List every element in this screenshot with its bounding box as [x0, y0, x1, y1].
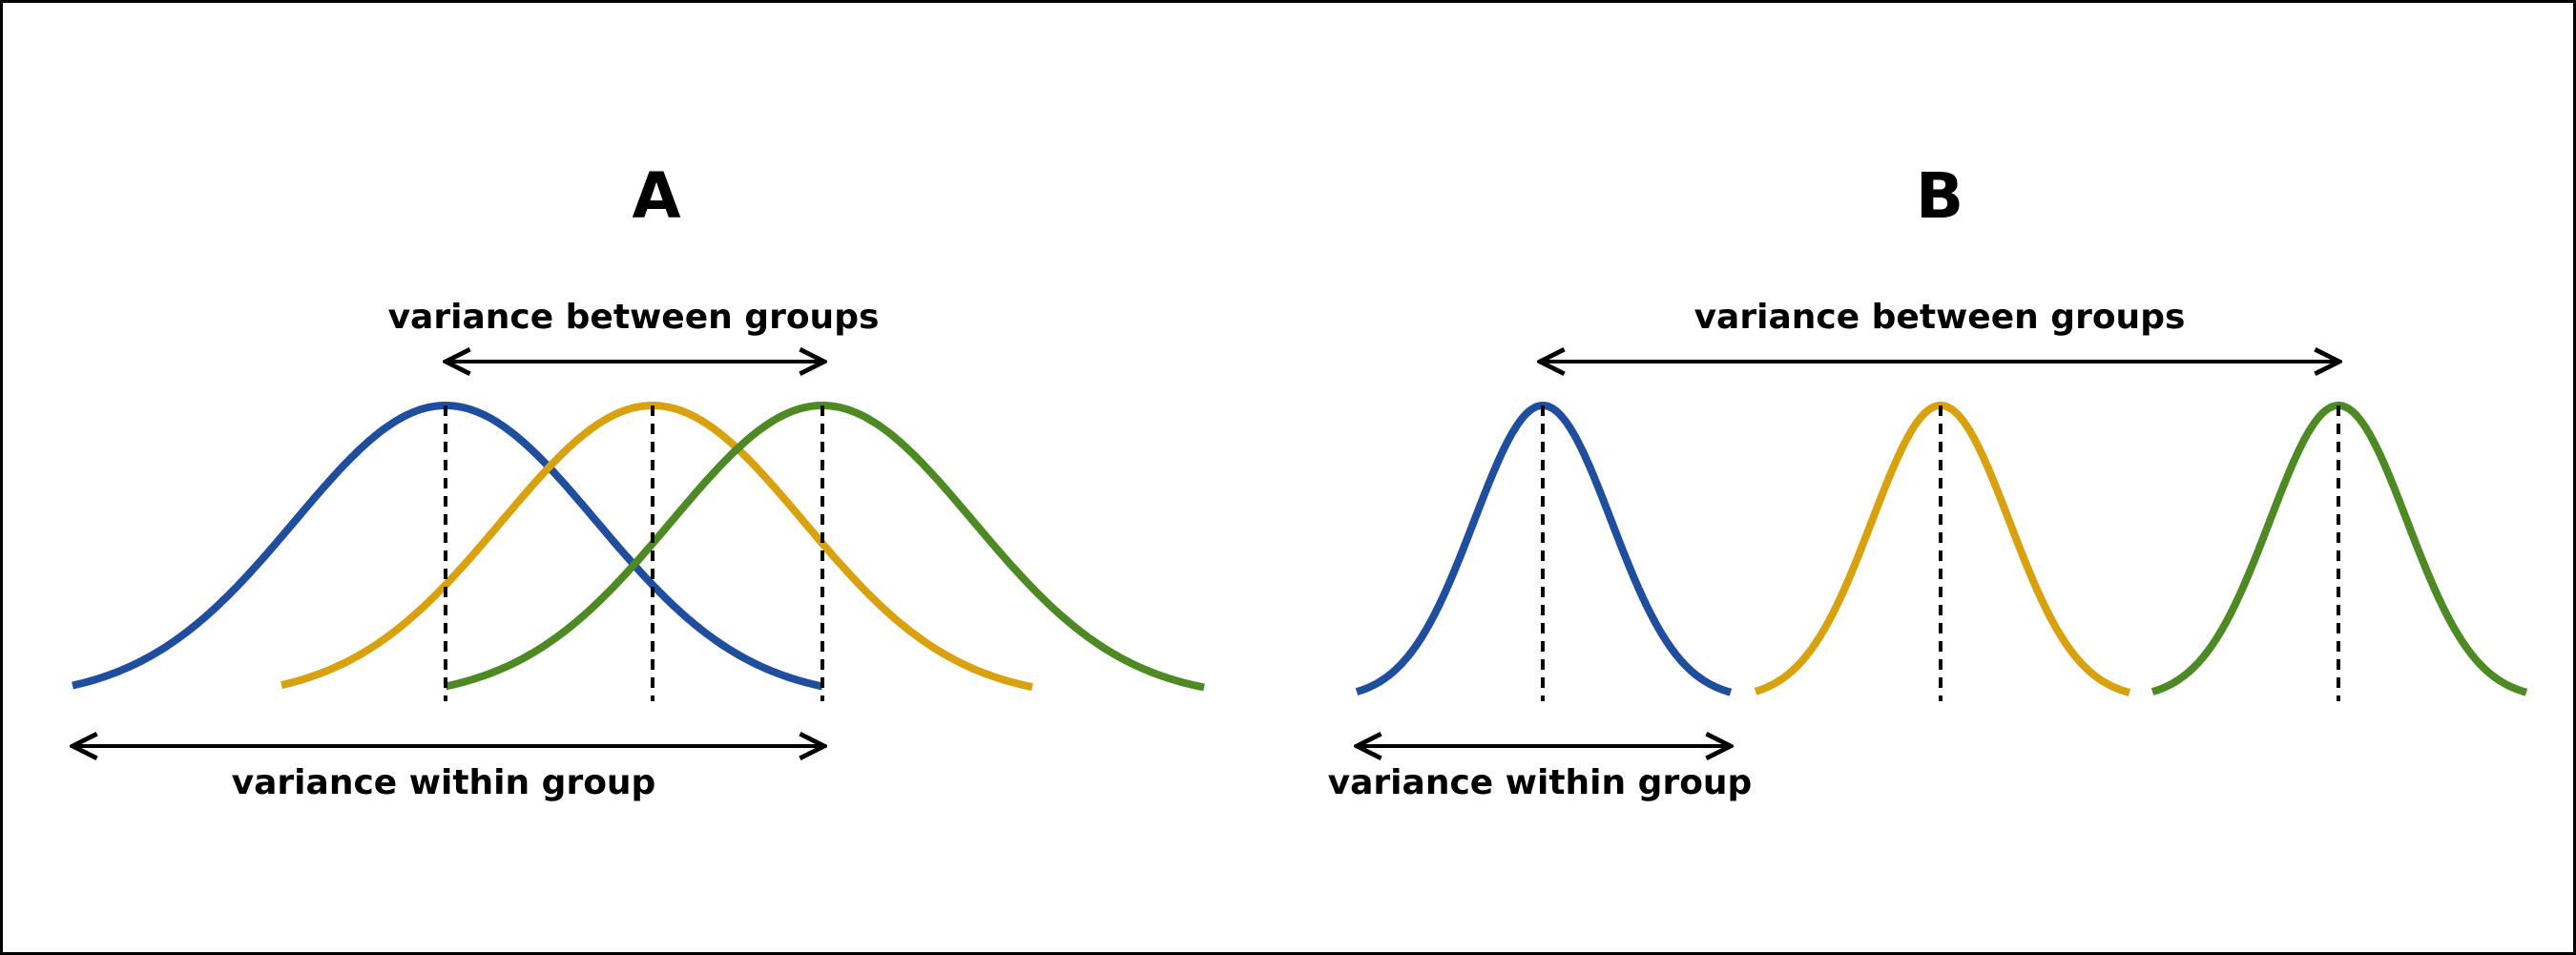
- panel-a-within-label: variance within group: [232, 763, 656, 802]
- panel-a-letter: A: [632, 159, 680, 233]
- panel-b: B variance between groups variance withi…: [1328, 159, 2529, 802]
- panel-b-within-label: variance within group: [1328, 763, 1753, 802]
- panel-a-between-label: variance between groups: [388, 298, 880, 337]
- panel-a: A variance between groups variance withi…: [73, 159, 1205, 802]
- panel-a-yellow-curve: [280, 402, 1033, 692]
- panel-b-letter: B: [1916, 159, 1963, 233]
- panel-a-green-curve: [445, 402, 1205, 692]
- panel-b-between-label: variance between groups: [1694, 298, 2186, 337]
